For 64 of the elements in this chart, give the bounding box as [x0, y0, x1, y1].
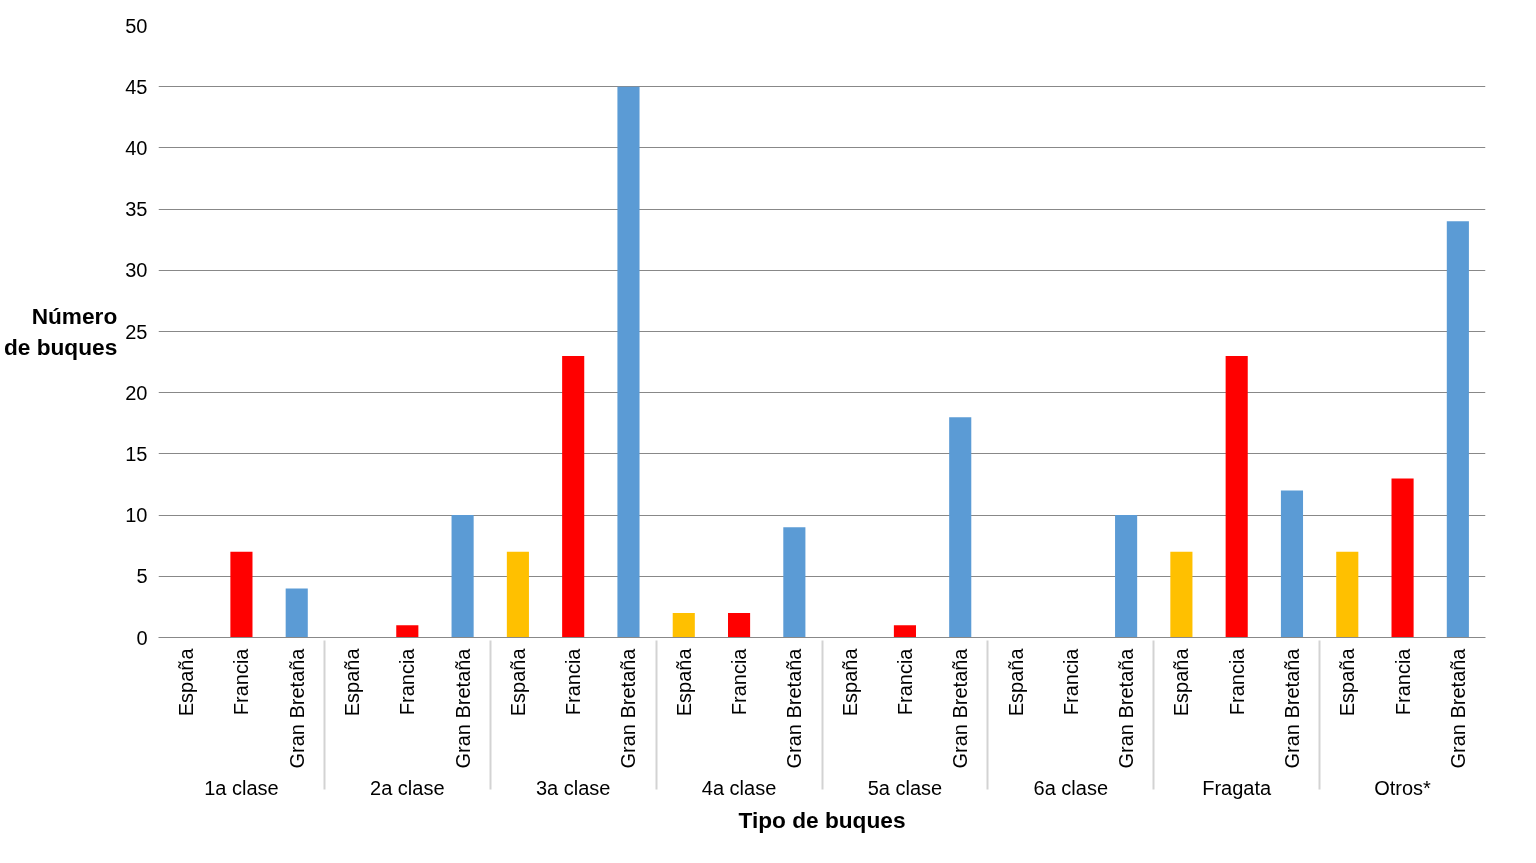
- x-tick-label: 6a clase: [1033, 776, 1109, 799]
- x-tick-label: 3a clase: [535, 776, 611, 799]
- text: España: [672, 648, 695, 717]
- y-tick-label: 20: [125, 381, 148, 404]
- text: Francia: [1391, 648, 1414, 716]
- text: España: [506, 647, 529, 717]
- y-tick-label: 40: [125, 136, 148, 159]
- x-tick-label: 1a clase: [204, 776, 279, 799]
- text: Gran Bretaña: [617, 648, 640, 769]
- text: España: [1004, 648, 1027, 717]
- x-axis-title: Tipo de buques: [738, 806, 906, 833]
- text: España: [838, 648, 861, 717]
- text: Gran Bretaña: [1115, 648, 1138, 769]
- bar: [506, 551, 529, 638]
- y-axis-title: Número de buques: [3, 302, 118, 361]
- y-tick-label: 35: [125, 198, 148, 221]
- text: Francia: [893, 648, 916, 716]
- text: España: [341, 648, 364, 717]
- text: Francia: [230, 647, 253, 716]
- text: España: [1336, 648, 1359, 717]
- bar: [1336, 551, 1359, 638]
- x-tick-label: 2a clase: [370, 776, 445, 799]
- y-tick-label: 10: [125, 504, 148, 527]
- y-tick-label: 45: [125, 75, 148, 98]
- text: Francia: [396, 648, 419, 716]
- bar: [562, 355, 585, 638]
- y-tick-label: 50: [125, 14, 148, 37]
- text: Gran Bretaña: [285, 647, 308, 769]
- text: Gran Bretaña: [451, 648, 474, 769]
- bar: [451, 515, 474, 638]
- bar: [1391, 478, 1414, 638]
- x-tick-label: Otros*: [1374, 776, 1432, 799]
- text: España: [1170, 648, 1193, 717]
- text: Gran Bretaña: [1446, 648, 1469, 769]
- text: Gran Bretaña: [949, 648, 972, 769]
- y-tick-label: 0: [136, 626, 148, 649]
- bar: [893, 625, 916, 638]
- text: Gran Bretaña: [783, 648, 806, 769]
- bar: [285, 588, 308, 638]
- bar: [1225, 355, 1248, 638]
- text: Francia: [1225, 648, 1248, 716]
- bar: [672, 613, 695, 638]
- x-tick-label: 4a clase: [701, 776, 777, 799]
- text: Francia: [562, 648, 585, 716]
- y-tick-label: 5: [136, 565, 148, 588]
- y-tick-label: 30: [125, 259, 148, 282]
- bar: [617, 86, 640, 638]
- x-tick-label: Fragata: [1202, 776, 1273, 799]
- bar: [1280, 490, 1304, 638]
- text: Francia: [728, 648, 751, 716]
- text: Francia: [1059, 648, 1082, 716]
- bar: [783, 527, 806, 638]
- bar: [230, 551, 253, 638]
- bar: [949, 417, 972, 638]
- y-tick-label: 25: [125, 320, 148, 343]
- bar: [396, 625, 419, 638]
- bar: [1446, 221, 1469, 638]
- bar: [728, 613, 751, 638]
- bar: [1170, 551, 1193, 638]
- text: España: [175, 648, 198, 717]
- y-tick-label: 15: [125, 442, 148, 465]
- text: Gran Bretaña: [1280, 648, 1303, 769]
- bar: [1115, 515, 1138, 638]
- x-tick-label: 5a clase: [867, 776, 943, 799]
